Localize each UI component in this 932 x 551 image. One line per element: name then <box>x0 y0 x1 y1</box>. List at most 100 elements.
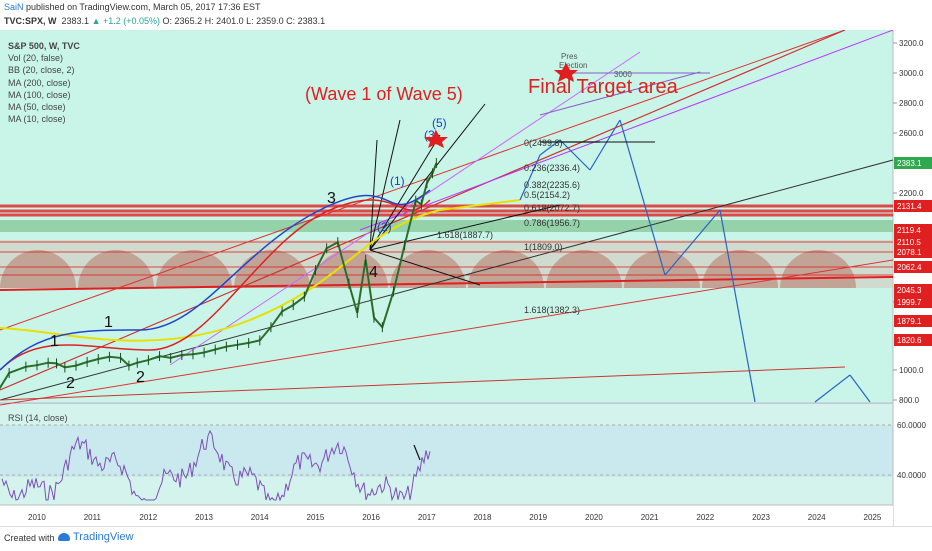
fib-level-label: 0(2499.3) <box>524 138 563 148</box>
price-tag <box>894 236 932 248</box>
time-tick-label: 2015 <box>307 513 325 522</box>
price-tick-label: 2200.0 <box>899 189 924 198</box>
projection-arrow <box>519 154 541 201</box>
channel-line <box>0 366 846 401</box>
target-annotation: Final Target area <box>528 76 679 98</box>
wave-count-label: 2 <box>66 375 75 392</box>
symbol-name[interactable]: TVC:SPX, W <box>4 16 57 26</box>
price-tag-label: 2119.4 <box>897 226 921 235</box>
price-tag <box>894 200 932 212</box>
fib-level-label: 0.382(2235.6) <box>524 180 580 190</box>
cycle-arc <box>624 250 700 288</box>
price-tag-label: 2045.3 <box>897 286 922 295</box>
time-tick-label: 2012 <box>139 513 157 522</box>
wave-count-label: (1) <box>390 174 405 188</box>
price-tick-label: 800.0 <box>899 396 920 405</box>
time-tick-label: 2019 <box>529 513 547 522</box>
price-tag-label: 2383.1 <box>897 159 922 168</box>
wave-count-label: 4 <box>369 264 378 281</box>
fib-level-label: 0.5(2154.2) <box>524 190 570 200</box>
rsi-tick-label: 40.0000 <box>897 471 926 480</box>
time-tick-label: 2018 <box>474 513 492 522</box>
projection-arrow <box>619 119 666 276</box>
fib-level-label: 1.618(1382.3) <box>524 305 580 315</box>
price-tag <box>894 261 932 273</box>
cycle-arc <box>156 250 232 288</box>
level-annotation: 3000 <box>614 70 632 79</box>
last-price: 2383.1 <box>61 16 90 26</box>
fan-line <box>369 103 486 251</box>
wave-count-label: 3 <box>327 190 336 207</box>
ohlc-values: O: 2365.2 H: 2401.0 L: 2359.0 C: 2383.1 <box>162 16 326 26</box>
price-tick-label: 2600.0 <box>899 129 924 138</box>
cycle-arc <box>468 250 544 288</box>
created-with-label: Created with <box>4 533 55 543</box>
legend-item[interactable]: MA (100, close) <box>8 89 71 100</box>
election-annotation: Election <box>559 61 587 70</box>
time-tick-label: 2011 <box>84 513 102 522</box>
wave-annotation: (Wave 1 of Wave 5) <box>305 84 463 104</box>
legend-item[interactable]: MA (50, close) <box>8 102 66 113</box>
price-axis-bg <box>893 30 932 526</box>
projection-arrow <box>589 119 621 171</box>
rsi-line <box>1 429 431 502</box>
price-tag <box>894 334 932 346</box>
cycle-arc <box>78 250 154 288</box>
projection-arrow <box>814 374 851 403</box>
projection-arrow <box>559 139 591 171</box>
tradingview-logo-icon <box>58 533 70 542</box>
legend-title[interactable]: S&P 500, W, TVC <box>8 41 80 51</box>
publish-info: published on TradingView.com, March 05, … <box>26 2 261 12</box>
wave3-star-icon <box>424 130 448 148</box>
author-link[interactable]: SaiN <box>4 2 24 12</box>
price-tag <box>894 157 932 169</box>
legend-item[interactable]: BB (20, close, 2) <box>8 65 75 76</box>
rsi-tick-label: 60.0000 <box>897 421 926 430</box>
fib-level-label: 0.236(2336.4) <box>524 163 580 173</box>
price-tag-label: 2131.4 <box>897 202 922 211</box>
price-tick-label: 1000.0 <box>899 366 924 375</box>
time-tick-label: 2022 <box>696 513 714 522</box>
fan-line <box>369 249 481 286</box>
footer: Created with TradingView <box>0 526 932 551</box>
price-tick-label: 2800.0 <box>899 99 924 108</box>
fib-level-label: 1.618(1887.7) <box>437 230 493 240</box>
channel-line <box>0 259 894 406</box>
tradingview-brand[interactable]: TradingView <box>58 531 134 543</box>
price-tag-label: 2078.1 <box>897 248 922 257</box>
price-chart[interactable]: 0(2499.3) 0.236(2336.4) 0.382(2235.6)0.5(2… <box>0 30 932 526</box>
time-tick-label: 2010 <box>28 513 46 522</box>
wave-count-label: 1 <box>50 333 59 350</box>
election-star-icon <box>554 63 578 82</box>
cycle-arc <box>546 250 622 288</box>
legend-item[interactable]: MA (200, close) <box>8 77 71 88</box>
legend-item[interactable]: MA (10, close) <box>8 114 66 125</box>
rsi-legend[interactable]: RSI (14, close) <box>8 413 68 423</box>
time-tick-label: 2020 <box>585 513 603 522</box>
projection-arrow <box>849 374 871 403</box>
fan-line <box>369 204 561 251</box>
legend-item[interactable]: Vol (20, false) <box>8 53 64 64</box>
price-tick-label: 3000.0 <box>899 69 924 78</box>
projection-arrow <box>719 209 756 403</box>
wave-count-label: (2) <box>377 220 392 234</box>
symbol-line: TVC:SPX, W 2383.1 ▲ +1.2 (+0.05%) O: 236… <box>4 16 325 26</box>
fib-level-label: 1(1809.0) <box>524 242 563 252</box>
time-tick-label: 2023 <box>752 513 770 522</box>
price-tag-label: 2110.5 <box>897 238 921 247</box>
time-tick-label: 2025 <box>864 513 882 522</box>
price-tag <box>894 224 932 236</box>
ma-50-line <box>0 189 431 371</box>
brand-name: TradingView <box>73 531 134 543</box>
chart-area[interactable]: 0(2499.3) 0.236(2336.4) 0.382(2235.6) 0.5(2… <box>0 30 932 526</box>
fib-level-label: 0.786(1956.7) <box>524 218 580 228</box>
fib-level-label: 0.618(2072.7) <box>524 203 580 213</box>
wave-count-label: (5) <box>432 116 447 130</box>
support-zone <box>0 220 893 232</box>
publish-line: SaiN published on TradingView.com, March… <box>4 2 261 12</box>
price-tag-label: 1820.6 <box>897 336 922 345</box>
trend-line <box>0 276 894 291</box>
channel-line <box>0 30 846 331</box>
price-line <box>0 162 438 390</box>
cycle-arc <box>0 250 76 288</box>
